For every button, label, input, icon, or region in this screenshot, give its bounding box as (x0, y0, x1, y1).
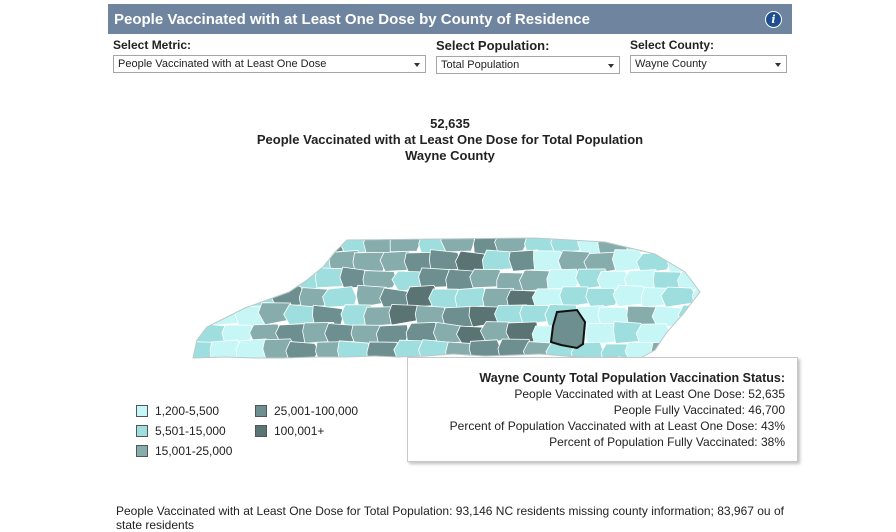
county-shape[interactable] (261, 232, 298, 254)
county-shape[interactable] (585, 287, 618, 309)
legend-swatch (136, 445, 148, 457)
county-shape[interactable] (677, 304, 710, 328)
county-shape[interactable] (337, 340, 372, 361)
county-shape[interactable] (185, 359, 206, 367)
county-shape[interactable] (322, 286, 357, 308)
county-shape[interactable] (701, 270, 710, 290)
county-shape[interactable] (362, 270, 397, 292)
headline: 52,635 People Vaccinated with at Least O… (0, 116, 896, 164)
county-shape[interactable] (654, 232, 687, 253)
county-shape[interactable] (326, 359, 359, 367)
legend-label: 1,200-5,500 (155, 404, 220, 418)
county-shape[interactable] (689, 322, 710, 343)
page-title: People Vaccinated with at Least One Dose… (114, 10, 590, 28)
county-shape[interactable] (238, 232, 271, 254)
legend-label: 100,001+ (274, 424, 325, 438)
info-icon[interactable]: i (765, 10, 782, 28)
population-label: Select Population: (436, 38, 550, 53)
county-select-value: Wayne County (635, 58, 707, 70)
population-control: Select Population: Total Population (436, 38, 620, 74)
legend-label: 15,001-25,000 (155, 444, 233, 458)
state-outline (192, 237, 701, 361)
county-shape[interactable] (704, 304, 710, 326)
county-shape[interactable] (668, 325, 700, 347)
county-shape[interactable] (366, 341, 398, 364)
county-shape[interactable] (546, 268, 579, 290)
legend-item: 5,501-15,000 (136, 424, 226, 438)
county-shape[interactable] (676, 234, 710, 256)
county-shape[interactable] (235, 270, 271, 291)
chevron-down-icon (775, 63, 781, 67)
county-shape[interactable] (219, 251, 253, 275)
county-shape[interactable] (185, 249, 204, 271)
county-shape[interactable] (185, 287, 207, 311)
metric-label: Select Metric: (113, 38, 192, 52)
county-shape[interactable] (691, 285, 710, 308)
tooltip-title: Wayne County Total Population Vaccinatio… (479, 371, 785, 385)
county-shape[interactable] (667, 252, 701, 274)
legend-swatch (255, 405, 267, 417)
county-shape[interactable] (299, 361, 331, 367)
legend-item: 25,001-100,000 (255, 404, 358, 418)
county-shape[interactable] (195, 250, 230, 273)
population-select-value: Total Population (441, 59, 520, 71)
tooltip-line: People Fully Vaccinated: 46,700 (613, 403, 785, 417)
legend-swatch (255, 425, 267, 437)
headline-metric: People Vaccinated with at Least One Dose… (256, 132, 644, 147)
county-shape[interactable] (193, 287, 227, 309)
county-shape[interactable] (285, 341, 320, 363)
legend-item: 100,001+ (255, 424, 324, 438)
county-shape[interactable] (249, 249, 282, 272)
headline-county: Wayne County (405, 148, 495, 163)
headline-value: 52,635 (430, 116, 470, 131)
county-shape[interactable] (265, 269, 300, 289)
county-control: Select County: Wayne County (630, 38, 787, 73)
legend-label: 5,501-15,000 (155, 424, 226, 438)
legend-swatch (136, 405, 148, 417)
county-shape[interactable] (270, 357, 304, 367)
county-tooltip: Wayne County Total Population Vaccinatio… (407, 357, 798, 462)
legend-swatch (136, 425, 148, 437)
legend-item: 1,200-5,500 (136, 404, 219, 418)
county-shape[interactable] (185, 305, 214, 328)
tooltip-line: Percent of Population Vaccinated with at… (449, 419, 785, 433)
legend-label: 25,001-100,000 (274, 404, 359, 418)
county-shape[interactable] (701, 234, 710, 255)
chevron-down-icon (414, 63, 420, 67)
county-shape[interactable] (352, 356, 388, 367)
county-shape[interactable] (389, 233, 422, 253)
county-shape[interactable] (284, 232, 320, 254)
county-shape[interactable] (245, 358, 281, 367)
footer-note: People Vaccinated with at Least One Dose… (116, 504, 784, 532)
chevron-down-icon (608, 64, 614, 68)
county-shape[interactable] (222, 361, 255, 367)
county-shape[interactable] (689, 249, 710, 271)
county-shape[interactable] (185, 233, 216, 255)
county-shape[interactable] (185, 269, 216, 292)
metric-select-value: People Vaccinated with at Least One Dose (118, 58, 327, 70)
tooltip-line: People Vaccinated with at Least One Dose… (514, 387, 785, 401)
county-shape[interactable] (209, 266, 244, 291)
county-map[interactable] (185, 232, 710, 367)
tooltip-line: Percent of Population Fully Vaccinated: … (549, 435, 785, 449)
selected-county-shape[interactable] (549, 308, 587, 350)
county-label: Select County: (630, 38, 715, 52)
county-shape[interactable] (207, 234, 241, 256)
county-select[interactable]: Wayne County (630, 55, 787, 73)
county-shape[interactable] (275, 249, 308, 274)
county-shape[interactable] (454, 287, 488, 309)
county-shape[interactable] (440, 232, 475, 253)
county-shape[interactable] (199, 357, 234, 367)
metric-control: Select Metric: People Vaccinated with at… (113, 38, 426, 73)
title-bar: People Vaccinated with at Least One Dose… (108, 4, 792, 34)
population-select[interactable]: Total Population (436, 56, 620, 74)
metric-select[interactable]: People Vaccinated with at Least One Dose (113, 55, 426, 73)
legend-item: 15,001-25,000 (136, 444, 232, 458)
